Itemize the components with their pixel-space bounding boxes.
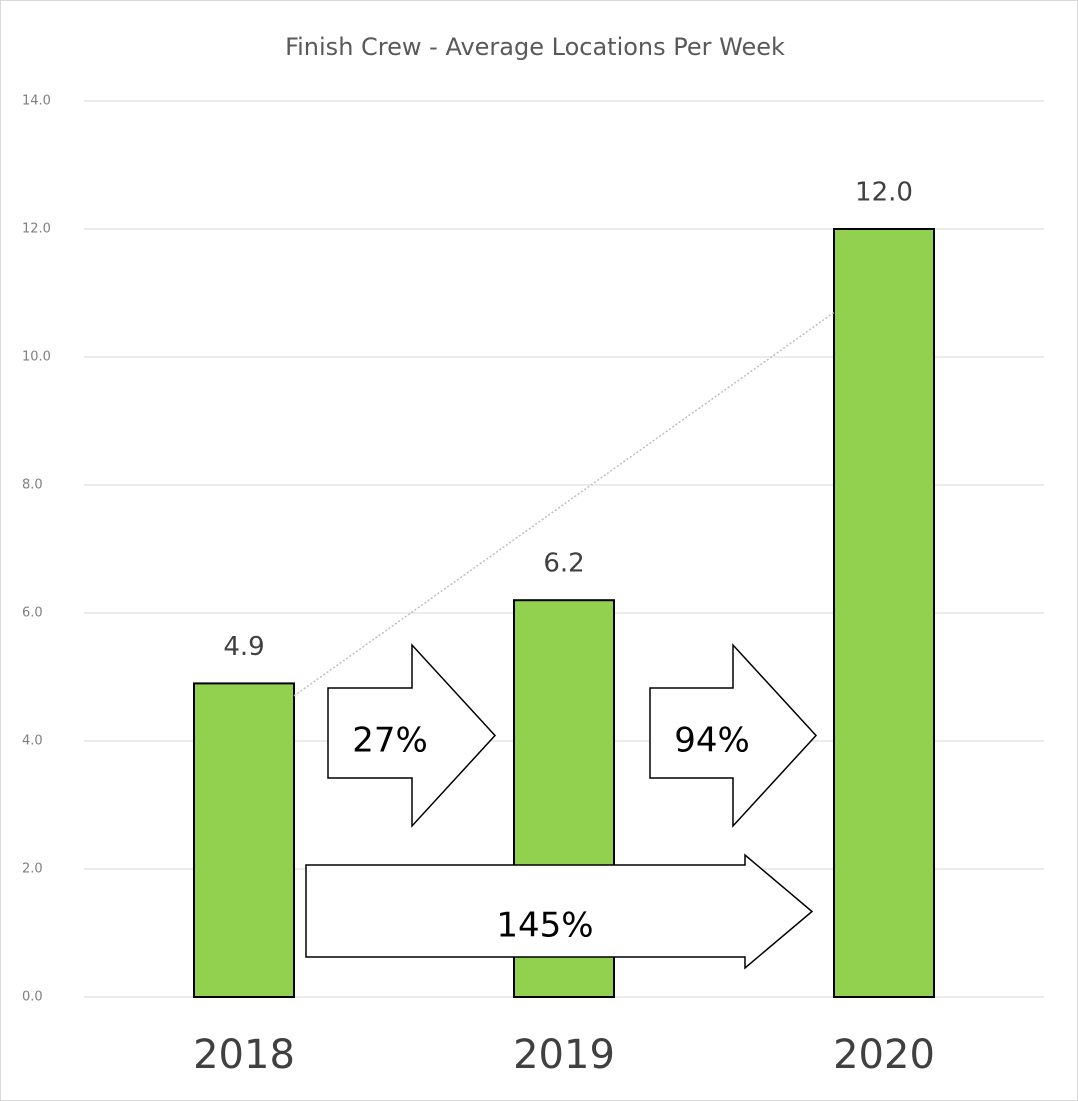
y-tick-label: 2.0 (22, 862, 43, 877)
y-tick-label: 12.0 (22, 222, 51, 237)
data-label: 6.2 (543, 549, 584, 579)
arrow (327, 643, 497, 828)
y-tick-label: 6.0 (22, 606, 43, 621)
annotation: 145% (496, 906, 593, 946)
x-tick-label: 2019 (513, 1032, 615, 1078)
arrow (649, 643, 818, 828)
annotation: 27% (352, 721, 428, 761)
y-tick-label: 8.0 (22, 478, 43, 493)
y-tick-label: 14.0 (22, 94, 51, 109)
data-label: 4.9 (223, 632, 264, 662)
y-tick-label: 10.0 (22, 350, 51, 365)
chart-title: Finish Crew - Average Locations Per Week (285, 33, 785, 61)
data-label: 12.0 (855, 178, 913, 208)
y-tick-label: 0.0 (22, 990, 43, 1005)
x-tick-label: 2018 (193, 1032, 295, 1078)
bar (833, 228, 935, 998)
x-tick-label: 2020 (833, 1032, 935, 1078)
arrow (305, 853, 814, 970)
bar (193, 682, 295, 999)
y-tick-label: 4.0 (22, 734, 43, 749)
annotation: 94% (674, 721, 750, 761)
